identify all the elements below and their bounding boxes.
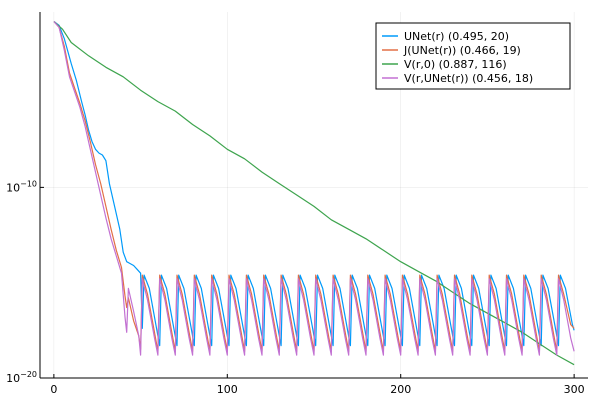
series-line-3 xyxy=(53,21,575,366)
axes xyxy=(39,12,588,379)
x-tick-label: 100 xyxy=(217,383,238,396)
legend-label-1: UNet(r) (0.495, 20) xyxy=(404,30,509,43)
legend-label-4: V(r,UNet(r)) (0.456, 18) xyxy=(404,72,533,85)
legend-box xyxy=(375,22,571,90)
x-tick-label: 200 xyxy=(390,383,411,396)
legend-label-3: V(r,0) (0.887, 116) xyxy=(404,58,507,71)
series-line-4 xyxy=(53,21,575,356)
tick-labels: 0 100 200 300 10−10 10−20 xyxy=(6,179,585,396)
legend: UNet(r) (0.495, 20)J(UNet(r)) (0.466, 19… xyxy=(375,22,571,90)
legend-label-2: J(UNet(r)) (0.466, 19) xyxy=(403,44,521,57)
x-tick-label: 300 xyxy=(564,383,585,396)
y-tick-label: 10−10 xyxy=(6,179,37,194)
y-tick-label: 10−20 xyxy=(6,370,37,385)
series-lines xyxy=(53,21,575,366)
x-tick-label: 0 xyxy=(50,383,57,396)
